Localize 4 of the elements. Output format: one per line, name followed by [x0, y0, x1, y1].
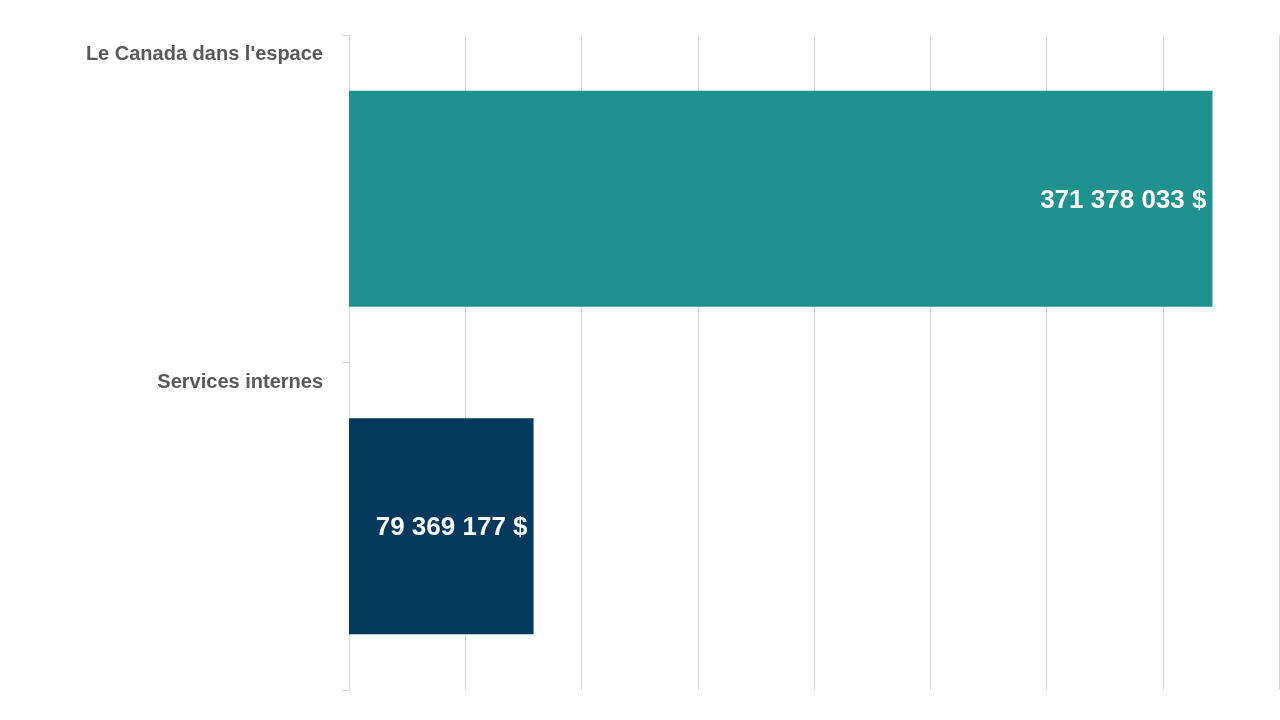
- y-tick-label: Services internes: [157, 369, 323, 392]
- data-label: 371 378 033 $: [1040, 183, 1207, 214]
- y-tick-label: Le Canada dans l'espace: [85, 42, 323, 64]
- data-label: 79 369 177 $: [375, 511, 529, 542]
